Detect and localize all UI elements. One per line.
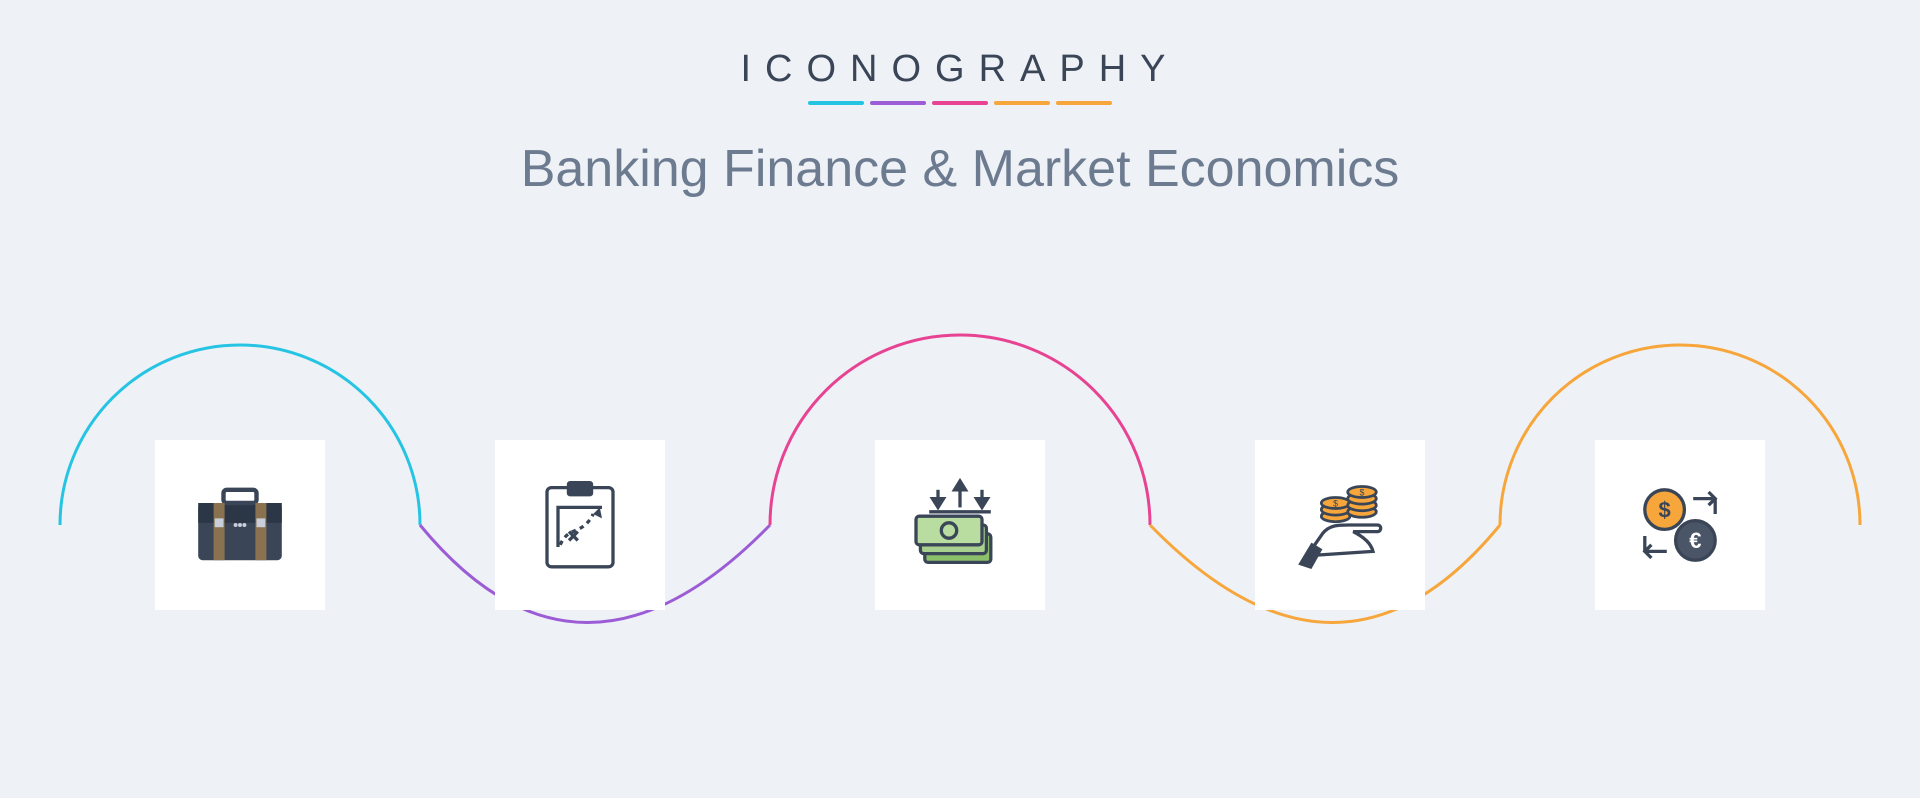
brand-underline xyxy=(0,101,1920,105)
underline-segment xyxy=(994,101,1050,105)
icon-tile: $ $ xyxy=(1255,440,1425,610)
svg-text:$: $ xyxy=(1360,487,1365,497)
icon-stage: $ $ $ € xyxy=(0,300,1920,760)
briefcase-icon xyxy=(185,470,295,580)
icon-tile xyxy=(875,440,1045,610)
svg-text:€: € xyxy=(1689,528,1701,553)
icon-tile xyxy=(495,440,665,610)
brand-label: ICONOGRAPHY xyxy=(0,48,1920,91)
underline-segment xyxy=(932,101,988,105)
cash-flow-icon xyxy=(905,470,1015,580)
hand-coins-icon: $ $ xyxy=(1285,470,1395,580)
underline-segment xyxy=(870,101,926,105)
svg-text:$: $ xyxy=(1333,498,1338,508)
header: ICONOGRAPHY Banking Finance & Market Eco… xyxy=(0,48,1920,199)
icon-tile: $ € xyxy=(1595,440,1765,610)
page-title: Banking Finance & Market Economics xyxy=(0,139,1920,199)
currency-exchange-icon: $ € xyxy=(1625,470,1735,580)
svg-text:$: $ xyxy=(1658,497,1670,522)
icon-tile xyxy=(155,440,325,610)
underline-segment xyxy=(808,101,864,105)
strategy-clipboard-icon xyxy=(525,470,635,580)
underline-segment xyxy=(1056,101,1112,105)
